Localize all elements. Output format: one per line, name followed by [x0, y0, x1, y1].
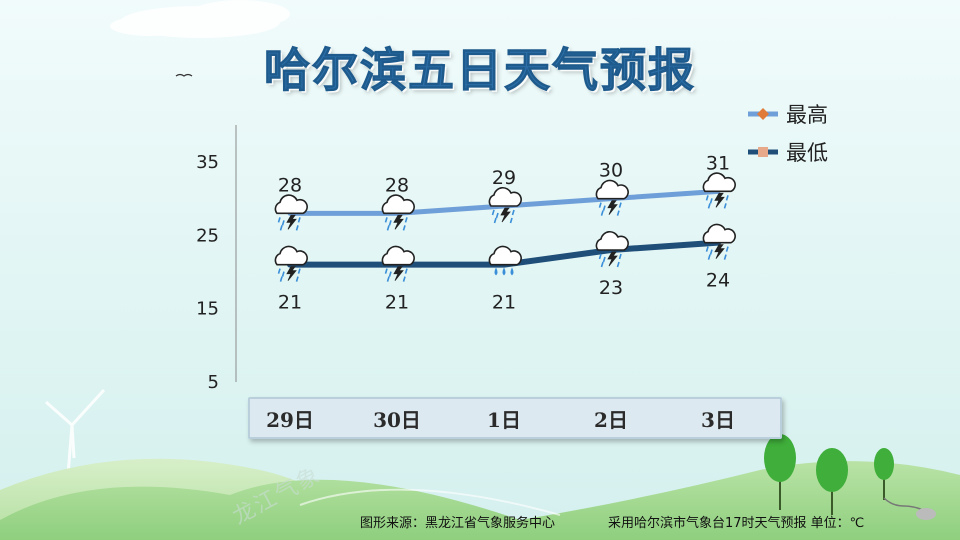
x-category-label: 2日	[594, 408, 628, 432]
thunderstorm-icon	[381, 194, 415, 231]
thunderstorm-icon	[702, 223, 736, 260]
thunderstorm-icon	[274, 245, 308, 282]
data-label: 21	[278, 292, 302, 314]
bird-icon	[175, 73, 193, 77]
weather-icons	[274, 172, 736, 282]
legend-label: 最低	[786, 141, 828, 165]
data-label: 28	[385, 174, 409, 196]
x-category-label: 3日	[701, 408, 735, 432]
thunderstorm-icon	[381, 245, 415, 282]
data-label: 23	[599, 277, 623, 299]
legend-marker-square	[758, 147, 768, 157]
thunderstorm-icon	[702, 172, 736, 209]
x-category-label: 30日	[373, 408, 421, 432]
y-axis-ticks: 5 15 25 35	[196, 152, 219, 393]
y-tick-label: 5	[208, 372, 219, 393]
footer-note: 采用哈尔滨市气象台17时天气预报 单位：℃	[608, 516, 865, 531]
data-label: 31	[706, 152, 730, 174]
data-label: 29	[492, 167, 516, 189]
rain-icon	[488, 245, 522, 276]
cloud-decoration	[110, 0, 290, 38]
x-axis-bar	[248, 397, 782, 439]
page-title: 哈尔滨五日天气预报	[264, 43, 696, 98]
thunderstorm-icon	[595, 179, 629, 216]
y-tick-label: 15	[196, 299, 219, 320]
data-labels: 28 28 29 30 31 21 21 21 23 24	[278, 152, 730, 313]
x-category-label: 1日	[487, 408, 521, 432]
x-category-label: 29日	[266, 408, 314, 432]
thunderstorm-icon	[488, 187, 522, 224]
data-label: 30	[599, 160, 623, 182]
legend-marker-diamond	[757, 108, 769, 120]
footer-source: 图形来源：黑龙江省气象服务中心	[360, 516, 556, 531]
tree-icon	[764, 434, 936, 520]
thunderstorm-icon	[595, 231, 629, 268]
data-label: 21	[385, 292, 409, 314]
y-tick-label: 35	[196, 152, 219, 173]
y-tick-label: 25	[196, 225, 219, 246]
data-label: 28	[278, 174, 302, 196]
data-label: 24	[706, 270, 730, 292]
thunderstorm-icon	[274, 194, 308, 231]
hill-front	[0, 461, 960, 540]
legend-label: 最高	[786, 103, 828, 127]
data-label: 21	[492, 292, 516, 314]
